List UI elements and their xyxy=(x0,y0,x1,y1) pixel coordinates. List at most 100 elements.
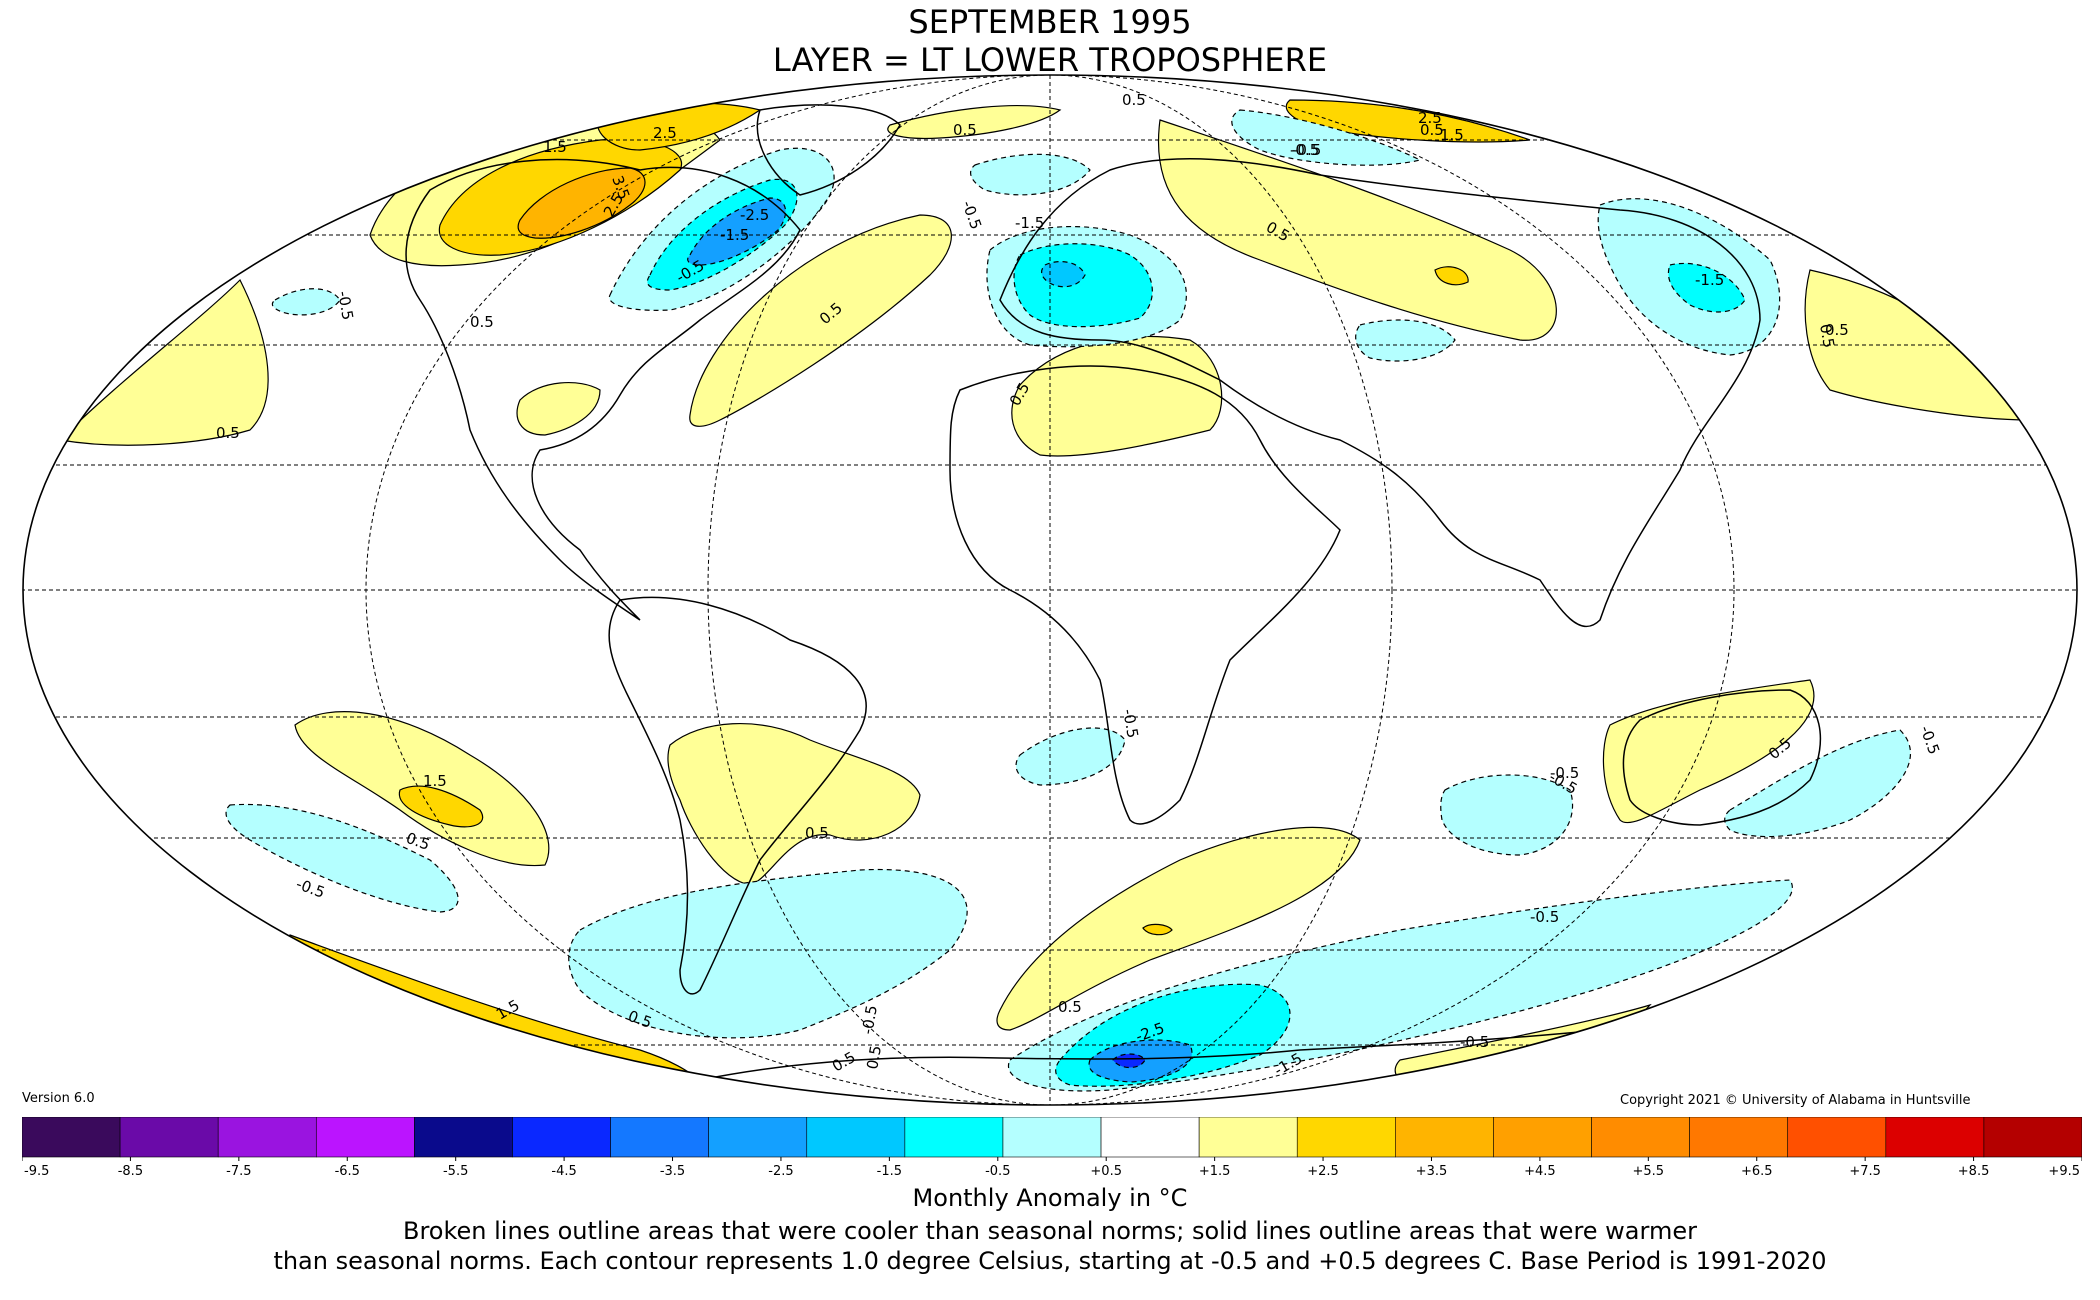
color-legend-ticks: -9.5 -8.5 -7.5 -6.5 -5.5 -4.5 -3.5 -2.5 -1.5 -0.5… xyxy=(22,1157,2082,1177)
cool-region-arctic-atlantic xyxy=(970,153,1091,196)
color-legend-swatch xyxy=(1002,1117,1102,1158)
cool-region-southern-ocean xyxy=(568,868,968,1039)
color-legend-swatch xyxy=(1296,1117,1396,1158)
warm-region-south-atlantic-core xyxy=(1142,923,1173,936)
cool-region-north-pacific-west xyxy=(271,288,341,316)
color-legend: -9.5 -8.5 -7.5 -6.5 -5.5 -4.5 -3.5 -2.5 -1.5 -0.5… xyxy=(22,1117,2082,1177)
color-legend-tick-label: -0.5 xyxy=(985,1164,1010,1177)
greenland-outline xyxy=(756,104,901,196)
contour-label: 0.5 xyxy=(863,1044,885,1071)
color-legend-swatch xyxy=(1100,1117,1200,1158)
color-legend-tick-label: -7.5 xyxy=(226,1164,251,1177)
color-legend-title: Monthly Anomaly in °C xyxy=(912,1184,1188,1212)
cool-region-east-asia-core xyxy=(1667,262,1746,313)
color-legend-tick-label: +0.5 xyxy=(1090,1164,1122,1177)
color-legend-tick-label: -3.5 xyxy=(660,1164,685,1177)
contour-label: 0.5 xyxy=(805,824,829,842)
anomaly-map: 2.5 3.5 2.5 1.5 0.5 -0.5 -1.5 -2.5 0.5 0… xyxy=(22,74,2078,1106)
cool-region-europe-core xyxy=(1041,261,1086,288)
color-legend-tick-label: -8.5 xyxy=(118,1164,143,1177)
cool-region-europe-mid xyxy=(1013,243,1153,328)
contour-label: 0.5 xyxy=(1122,91,1146,109)
warm-region-gulf-mexico xyxy=(516,381,601,436)
globe-outline xyxy=(22,74,2078,1106)
contour-label: 1.5 xyxy=(423,772,447,790)
contour-label: -2.5 xyxy=(740,206,769,224)
map-subtitle: LAYER = LT LOWER TROPOSPHERE xyxy=(772,41,1328,79)
europe-asia-outline xyxy=(999,158,1761,628)
warm-region-central-asia-core xyxy=(1434,266,1469,286)
north-america-outline xyxy=(405,158,801,621)
cool-region-tasman xyxy=(1724,729,1912,838)
color-legend-swatch xyxy=(119,1117,219,1158)
color-legend-tick-label: -2.5 xyxy=(768,1164,793,1177)
color-legend-swatch xyxy=(22,1117,121,1158)
map-title: SEPTEMBER 1995 xyxy=(908,3,1192,41)
contour-label: -0.5 xyxy=(1119,708,1142,740)
color-legend-tick-label: +4.5 xyxy=(1524,1164,1556,1177)
contour-label: 0.5 xyxy=(470,313,494,331)
color-legend-swatch xyxy=(1493,1117,1592,1158)
warm-region-australia xyxy=(1602,679,1815,824)
cool-region-antarctic-peak xyxy=(1112,1053,1146,1069)
contour-label: 0.5 xyxy=(1420,121,1444,139)
color-legend-tick-label: -1.5 xyxy=(877,1164,902,1177)
color-legend-swatch xyxy=(1395,1117,1494,1158)
explanation-line-1: Broken lines outline areas that were coo… xyxy=(403,1217,1697,1245)
cool-region-arctic-siberia xyxy=(1231,109,1422,166)
contour-label: -0.5 xyxy=(1460,1033,1489,1051)
color-legend-tick-label: +1.5 xyxy=(1199,1164,1231,1177)
color-legend-tick-label: +3.5 xyxy=(1416,1164,1448,1177)
contour-label: 1.5 xyxy=(1440,126,1464,144)
version-label: Version 6.0 xyxy=(22,1091,95,1106)
contour-label: 0.5 xyxy=(1825,321,1849,339)
color-legend-tick-label: -6.5 xyxy=(335,1164,360,1177)
warm-region-alaska-peak xyxy=(517,167,646,239)
africa-outline xyxy=(949,365,1341,825)
color-legend-tick-label: +2.5 xyxy=(1307,1164,1339,1177)
antarctica-outline xyxy=(699,1029,1601,1081)
south-america-outline xyxy=(608,596,867,995)
contour-label: 0.5 xyxy=(1816,323,1838,350)
color-legend-swatch xyxy=(610,1117,709,1158)
color-legend-tick-label: +7.5 xyxy=(1849,1164,1881,1177)
contour-label: -1.5 xyxy=(1015,214,1044,232)
contour-label: 0.5 xyxy=(953,121,977,139)
warm-region-south-pacific-core xyxy=(398,785,484,828)
contour-label: 0.5 xyxy=(1058,998,1082,1016)
color-legend-swatch xyxy=(512,1117,611,1158)
color-legend-swatch xyxy=(1885,1117,1985,1158)
color-legend-tick-label: +8.5 xyxy=(1958,1164,1990,1177)
cool-region-south-pacific xyxy=(225,803,459,913)
explanation-line-2: than seasonal norms. Each contour repres… xyxy=(273,1247,1827,1275)
contour-label: -0.5 xyxy=(1530,908,1559,926)
color-legend-swatch xyxy=(806,1117,906,1158)
color-legend-swatch xyxy=(1787,1117,1887,1158)
warm-region-arctic-atlantic xyxy=(887,105,1062,140)
coastlines xyxy=(405,104,1822,1081)
contour-label: 2.5 xyxy=(1418,109,1442,127)
contour-label: -1.5 xyxy=(1695,271,1724,289)
contour-label: -0.5 xyxy=(334,290,357,322)
color-legend-swatch xyxy=(1591,1117,1690,1158)
contour-label: -1.5 xyxy=(720,226,749,244)
meridian-120 xyxy=(365,75,1735,1105)
color-legend-swatch xyxy=(708,1117,808,1158)
cool-region-indian-ocean xyxy=(1440,774,1574,856)
color-legend-swatch xyxy=(1689,1117,1789,1158)
contour-label: 1.5 xyxy=(543,138,567,156)
cool-region-canada-core xyxy=(687,197,787,266)
contour-label: -0.5 xyxy=(1290,141,1319,159)
color-legend-swatch xyxy=(414,1117,513,1158)
warm-region-north-atlantic xyxy=(689,214,952,427)
copyright-label: Copyright 2021 © University of Alabama i… xyxy=(1620,1093,1971,1108)
cool-region-central-asia xyxy=(1355,319,1456,362)
contour-label: -0.5 xyxy=(1292,141,1321,159)
contour-label: 0.5 xyxy=(216,424,240,442)
color-legend-tick-label: +5.5 xyxy=(1633,1164,1665,1177)
cool-region-south-atlantic-west xyxy=(1015,727,1126,786)
contour-label: -0.5 xyxy=(1550,764,1579,782)
color-legend-swatches xyxy=(22,1117,2082,1158)
color-legend-tick-label: -9.5 xyxy=(24,1164,49,1177)
australia-outline xyxy=(1622,689,1822,826)
